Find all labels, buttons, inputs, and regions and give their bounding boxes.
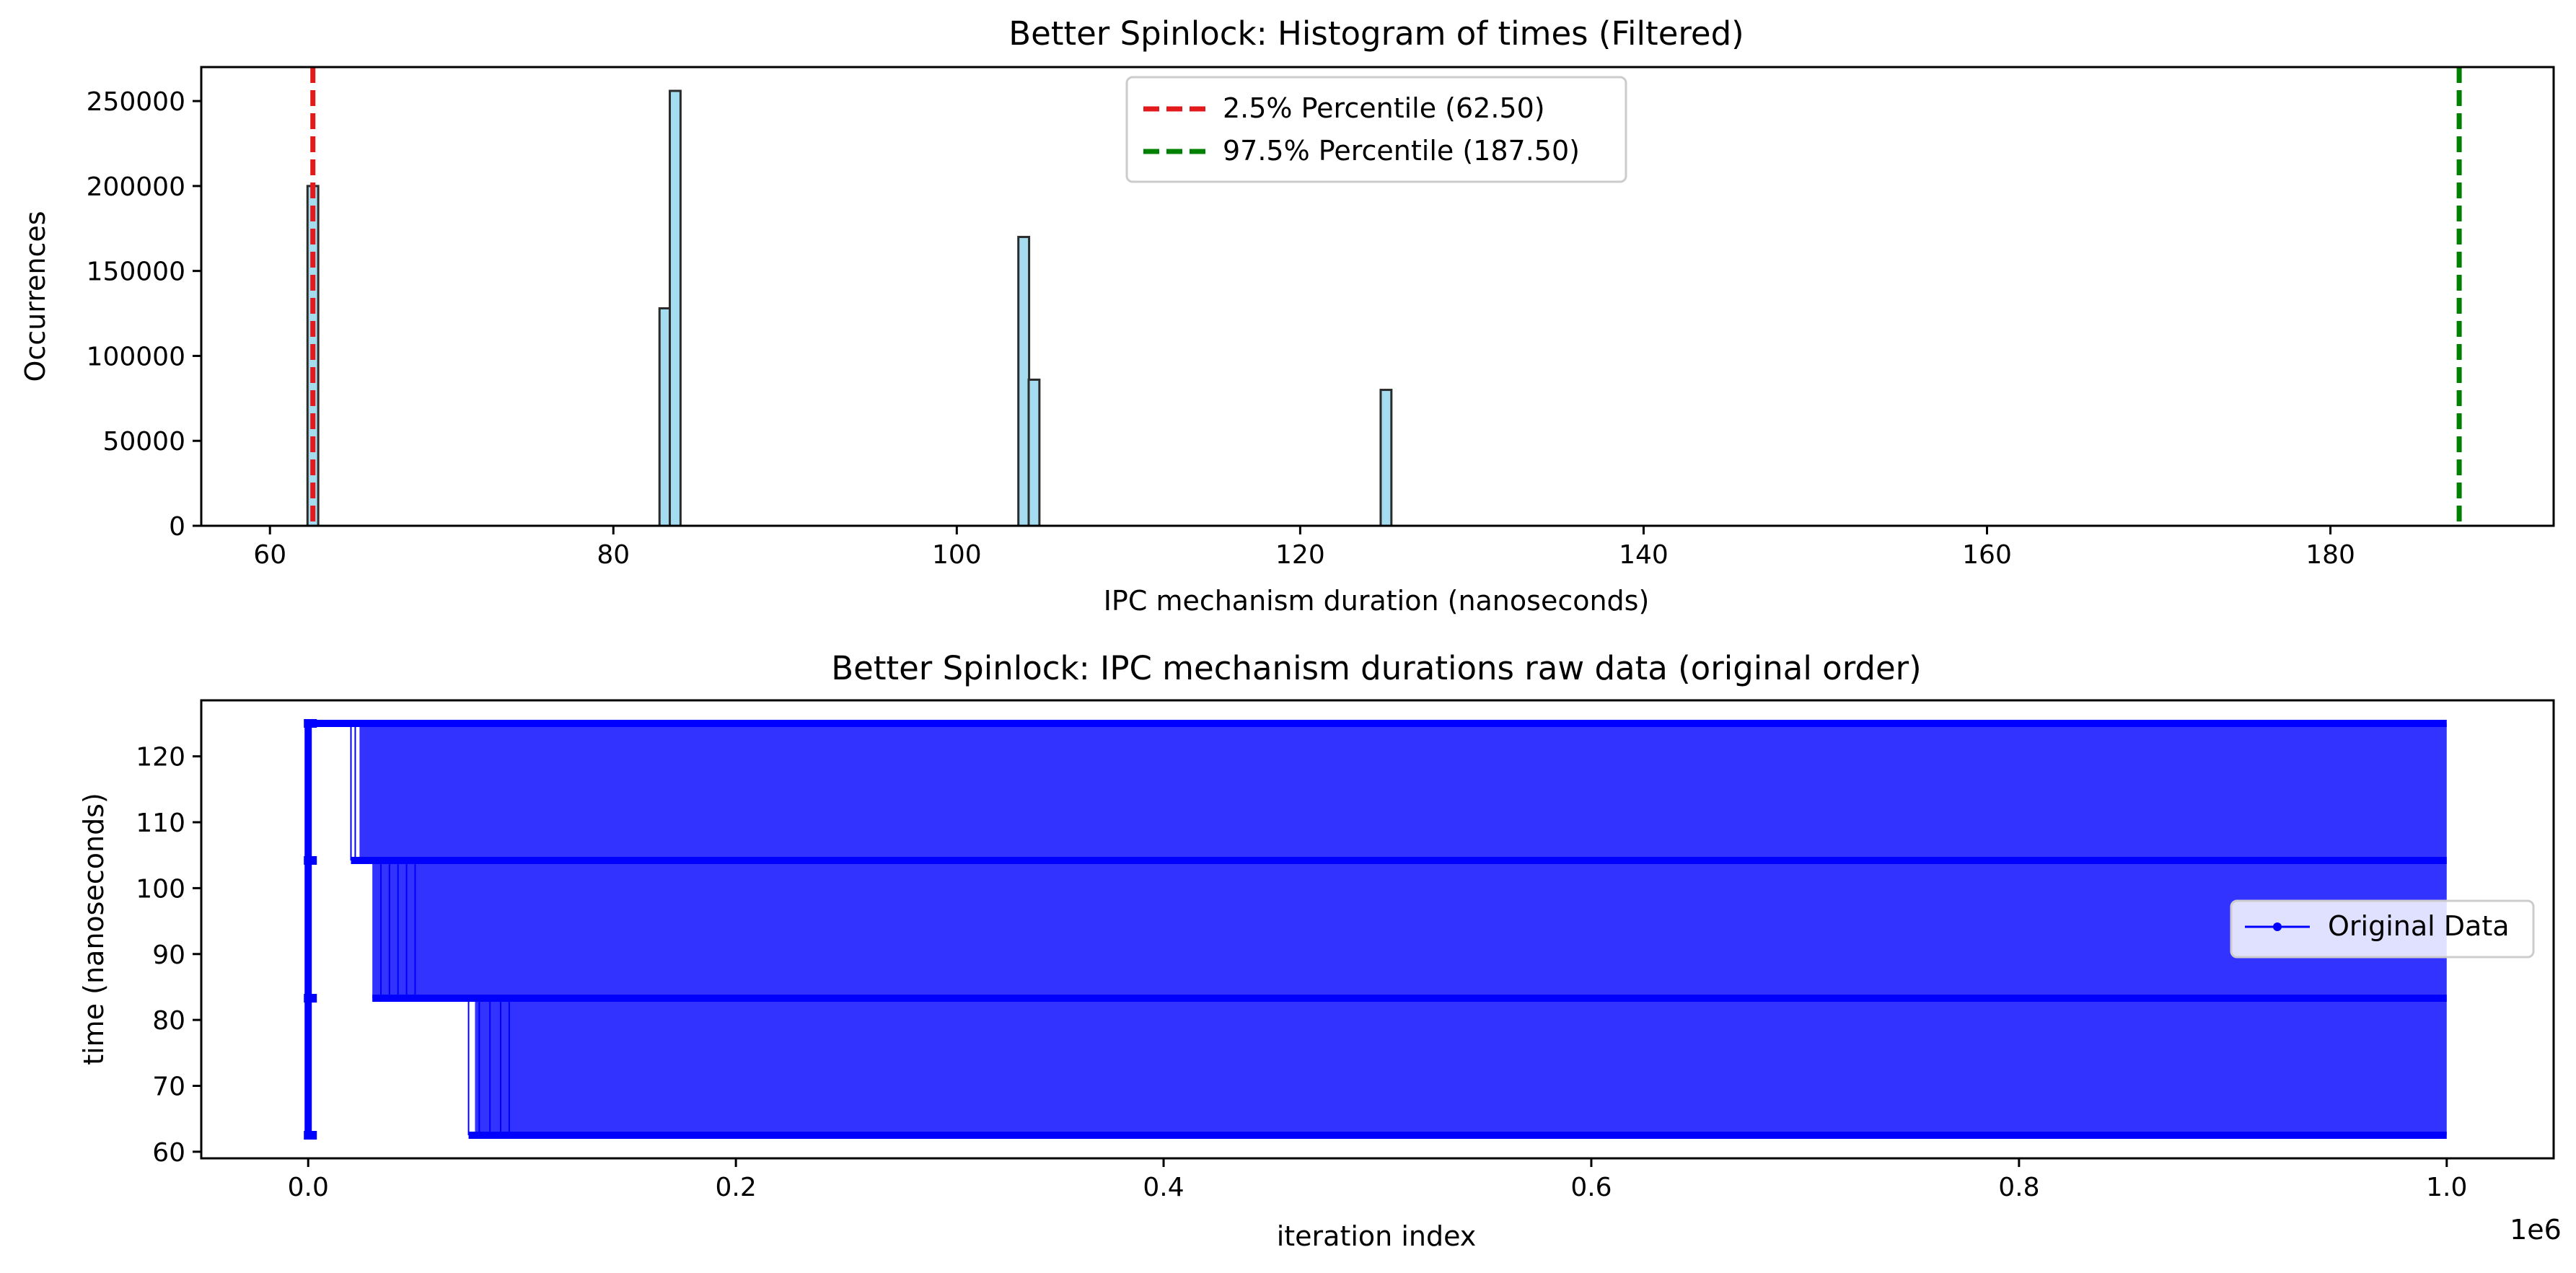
y-tick-label: 0	[169, 512, 185, 542]
x-tick-label: 140	[1619, 540, 1669, 570]
x-tick-label: 0.2	[716, 1173, 757, 1202]
x-tick-label: 0.0	[288, 1173, 329, 1202]
y-tick-label: 70	[152, 1072, 185, 1101]
histogram-x-ticks: 60 80 100 120 140 160 180	[253, 526, 2355, 570]
histogram-bars	[306, 89, 1393, 527]
raw-data-series-original-data	[304, 718, 2447, 1140]
x-tick-label: 0.6	[1570, 1173, 1612, 1202]
histogram-bar-5	[1379, 389, 1393, 527]
y-tick-label: 100000	[87, 342, 185, 371]
raw-data-y-axis-label: time (nanoseconds)	[78, 793, 110, 1065]
histogram-legend-box	[1125, 76, 1627, 183]
y-tick-label: 110	[136, 809, 185, 838]
x-tick-label: 120	[1275, 540, 1325, 570]
y-tick-label: 90	[152, 941, 185, 970]
y-tick-label: 100	[136, 874, 185, 904]
raw-data-panel: Better Spinlock: IPC mechanism durations…	[78, 649, 2562, 1252]
y-tick-label: 250000	[87, 87, 185, 117]
x-tick-label: 100	[932, 540, 982, 570]
legend-marker-original-data	[2273, 922, 2282, 931]
series-band-0	[359, 723, 2447, 861]
y-tick-label: 120	[136, 743, 185, 772]
histogram-legend: 2.5% Percentile (62.50) 97.5% Percentile…	[1125, 76, 1627, 183]
y-tick-label: 60	[152, 1138, 185, 1168]
x-tick-label: 60	[253, 540, 286, 570]
x-tick-label: 1.0	[2426, 1173, 2467, 1202]
histogram-y-ticks: 0 50000 100000 150000 200000 250000	[87, 87, 201, 542]
x-tick-label: 160	[1962, 540, 2012, 570]
legend-label-original-data: Original Data	[2328, 910, 2510, 942]
raw-data-plot-frame	[200, 699, 2555, 1160]
raw-data-legend: Original Data	[2230, 899, 2535, 959]
y-tick-label: 150000	[87, 257, 185, 287]
histogram-bar-2	[669, 89, 682, 527]
histogram-x-axis-label: IPC mechanism duration (nanoseconds)	[1104, 585, 1650, 617]
x-tick-label: 0.8	[1998, 1173, 2039, 1202]
raw-data-x-ticks: 0.0 0.2 0.4 0.6 0.8 1.0	[288, 1158, 2467, 1202]
histogram-panel: Better Spinlock: Histogram of times (Fil…	[19, 14, 2555, 617]
y-tick-label: 50000	[102, 427, 185, 457]
legend-label-p97-5: 97.5% Percentile (187.50)	[1223, 135, 1580, 167]
raw-data-y-ticks: 60 70 80 90 100 110 120	[136, 743, 201, 1168]
y-tick-label: 200000	[87, 172, 185, 202]
histogram-bar-1	[658, 307, 672, 527]
histogram-bar-4	[1027, 378, 1041, 527]
x-tick-label: 80	[597, 540, 630, 570]
raw-data-x-axis-label: iteration index	[1277, 1220, 1477, 1252]
percentile-lines	[310, 67, 2462, 526]
series-band-2	[475, 997, 2447, 1136]
histogram-bar-3	[1017, 236, 1031, 527]
legend-label-p2-5: 2.5% Percentile (62.50)	[1223, 92, 1545, 124]
raw-data-legend-box	[2230, 899, 2535, 959]
raw-data-title: Better Spinlock: IPC mechanism durations…	[831, 649, 1921, 687]
x-tick-label: 0.4	[1143, 1173, 1184, 1202]
x-tick-label: 180	[2305, 540, 2355, 570]
histogram-plot-frame	[200, 66, 2555, 527]
histogram-title: Better Spinlock: Histogram of times (Fil…	[1008, 14, 1744, 53]
histogram-y-axis-label: Occurrences	[19, 211, 51, 382]
series-band-1	[372, 860, 2447, 998]
y-tick-label: 80	[152, 1006, 185, 1036]
x-axis-offset-label: 1e6	[2510, 1214, 2562, 1246]
